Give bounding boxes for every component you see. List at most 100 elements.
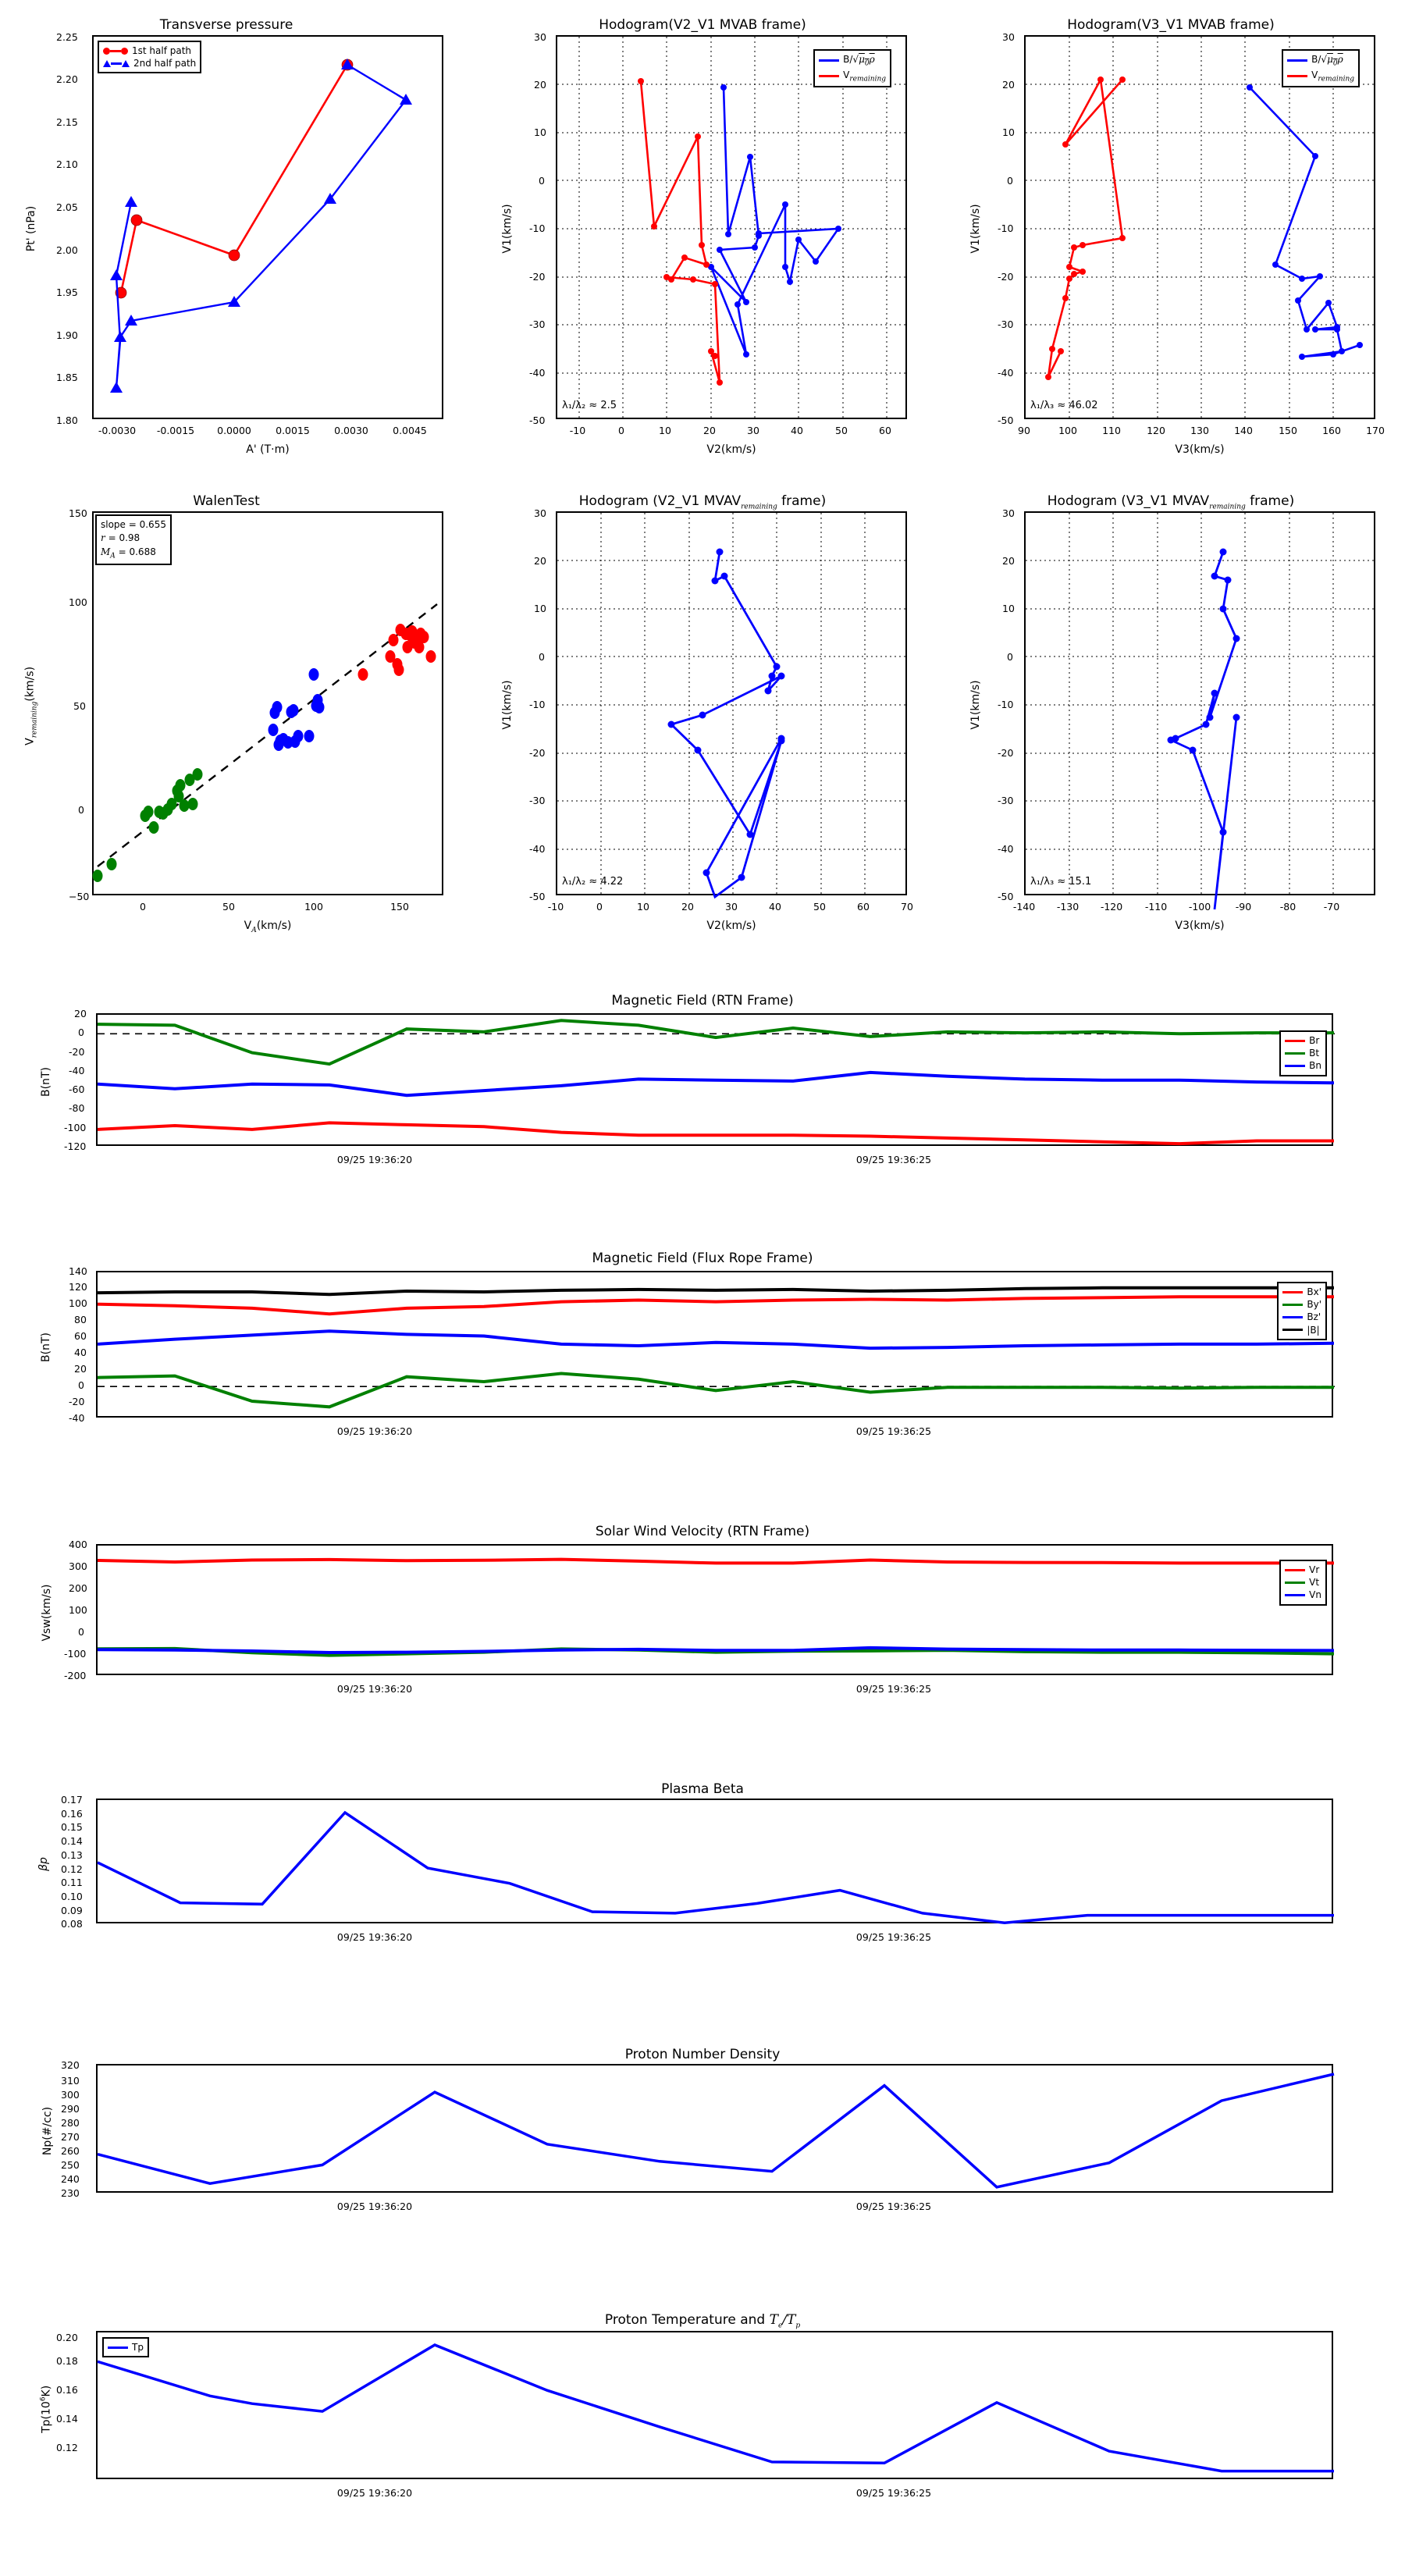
legend-label: Vn — [1309, 1589, 1321, 1601]
ytick: 270 — [61, 2131, 80, 2143]
vsw-rtn-svg — [97, 1557, 1335, 1657]
legend-hodogram-v3v1-mvab[interactable]: B/√μ0ρ Vremaining — [1282, 49, 1360, 88]
xtick: -120 — [1100, 901, 1123, 913]
ytick: 60 — [74, 1330, 87, 1342]
xtick: 120 — [1147, 425, 1165, 436]
xtick: 40 — [791, 425, 803, 436]
ytick: 300 — [69, 1560, 87, 1572]
ytick: 260 — [61, 2145, 80, 2157]
legend-transverse-pressure[interactable]: 1st half path 2nd half path — [98, 41, 202, 74]
panel-title: Hodogram(V3_V1 MVAB frame) — [1067, 17, 1275, 33]
ytick: 0 — [539, 651, 545, 663]
ytick: 0.15 — [61, 1821, 83, 1833]
ytick: -40 — [69, 1412, 85, 1424]
panel-proton-temperature: Proton Temperature and Te/Tp Tp 0.12 0.1… — [0, 2311, 1405, 2529]
series-group-green — [92, 768, 203, 882]
xtick: 50 — [835, 425, 848, 436]
series-b-alfven-markers — [1247, 84, 1363, 360]
series-b-alfven — [669, 551, 783, 899]
legend-hodogram-v2v1-mvab[interactable]: B/√μ0ρ Vremaining — [813, 49, 891, 88]
series-b-alfven-markers — [667, 548, 785, 881]
ytick: 40 — [74, 1347, 87, 1358]
ytick: 2.20 — [56, 73, 78, 85]
ytick: 1.95 — [56, 286, 78, 298]
y-axis-label: V1(km/s) — [501, 204, 514, 254]
y-axis-label: B(nT) — [40, 1332, 52, 1362]
panel-title: Solar Wind Velocity (RTN Frame) — [595, 1524, 810, 1539]
ytick: 1.80 — [56, 415, 78, 426]
triangle-marker-icon — [103, 59, 130, 67]
xtick: 130 — [1190, 425, 1209, 436]
legend-b-fluxrope[interactable]: Bx' By' Bz' |B| — [1277, 1282, 1327, 1340]
legend-label: Vremaining — [843, 69, 886, 83]
plot-area: slope = 0.655 r = 0.98 MA = 0.688 — [92, 511, 443, 895]
ytick: 30 — [534, 31, 546, 43]
y-axis-label: V1(km/s) — [501, 680, 514, 730]
x-axis-label: V3(km/s) — [1175, 443, 1225, 456]
series-Np — [97, 2073, 1335, 2189]
ytick: 0.17 — [61, 1794, 83, 1806]
xtick: 09/25 19:36:25 — [855, 2201, 932, 2212]
ytick: -20 — [69, 1396, 85, 1407]
green-line-icon — [1285, 1051, 1306, 1055]
ytick: -50 — [529, 891, 546, 902]
panel-hodogram-v2v1-mvav: Hodogram (V2_V1 MVAVremaining frame) — [468, 476, 937, 937]
xtick: 09/25 19:36:20 — [336, 2201, 413, 2212]
legend-vsw-rtn[interactable]: Vr Vt Vn — [1279, 1560, 1327, 1606]
ytick: 1.90 — [56, 329, 78, 341]
grid-lines — [1026, 37, 1377, 421]
xtick: 0 — [596, 901, 603, 913]
blue-line-icon — [819, 59, 840, 62]
ytick: -200 — [64, 1670, 87, 1681]
ytick: 2.05 — [56, 201, 78, 213]
legend-label: Bx' — [1307, 1286, 1321, 1297]
legend-item-1: Vremaining — [819, 69, 886, 84]
stat-r: r = 0.98 — [101, 532, 140, 544]
xtick: -100 — [1188, 901, 1211, 913]
red-line-icon — [1285, 1039, 1306, 1042]
ytick: 20 — [74, 1363, 87, 1375]
xtick: 100 — [1058, 425, 1077, 436]
ytick: 140 — [69, 1265, 87, 1277]
ytick: -30 — [998, 795, 1014, 806]
ytick: 400 — [69, 1539, 87, 1550]
y-axis-label: V1(km/s) — [969, 204, 982, 254]
legend-item-1: Bt — [1285, 1047, 1321, 1059]
legend-label: Bt — [1309, 1048, 1320, 1059]
ytick: -60 — [69, 1083, 85, 1095]
stat-slope: slope = 0.655 — [101, 519, 166, 530]
xtick: 09/25 19:36:25 — [855, 1154, 932, 1165]
ytick: -120 — [64, 1140, 87, 1152]
hodogram-v2v1-mvav-svg — [557, 513, 909, 899]
plot-area: Bx' By' Bz' |B| — [96, 1271, 1335, 1418]
legend-label: By' — [1307, 1299, 1321, 1311]
panel-title: Magnetic Field (RTN Frame) — [611, 993, 794, 1009]
series-1st-half-markers — [115, 59, 354, 299]
ytick: 0.09 — [61, 1905, 83, 1916]
xtick: 20 — [681, 901, 694, 913]
series-b-alfven-markers — [1167, 548, 1240, 836]
legend-item-1: 2nd half path — [103, 57, 196, 69]
panel-title: WalenTest — [193, 493, 260, 509]
eigenvalue-ratio-annotation: λ₁/λ₃ ≈ 15.1 — [1030, 876, 1092, 888]
panel-magnetic-field-rtn: Magnetic Field (RTN Frame) Br Bt Bn -120… — [0, 991, 1405, 1194]
ytick: 100 — [69, 596, 87, 608]
legend-label: B/√μ0ρ — [1311, 54, 1343, 68]
ytick: 0.12 — [56, 2442, 78, 2453]
panel-hodogram-v2v1-mvab: Hodogram(V2_V1 MVAB frame) — [468, 0, 937, 461]
xtick: 110 — [1102, 425, 1121, 436]
xtick: 09/25 19:36:20 — [336, 1425, 413, 1437]
legend-proton-temperature[interactable]: Tp — [102, 2337, 149, 2358]
legend-label: 2nd half path — [133, 58, 197, 69]
red-line-icon — [1287, 74, 1308, 77]
panel-hodogram-v3v1-mvav: Hodogram (V3_V1 MVAVremaining frame) — [937, 476, 1405, 937]
y-axis-label: B(nT) — [40, 1067, 52, 1097]
panel-title: Proton Number Density — [624, 2047, 781, 2062]
panel-plasma-beta: Plasma Beta 0.08 0.09 0.10 0.11 0.12 0.1… — [0, 1780, 1405, 1983]
grid-lines — [1026, 513, 1377, 897]
xtick: 10 — [659, 425, 671, 436]
walen-test-svg — [92, 603, 438, 882]
legend-b-rtn[interactable]: Br Bt Bn — [1279, 1030, 1327, 1076]
xtick: 30 — [725, 901, 738, 913]
stats-box: slope = 0.655 r = 0.98 MA = 0.688 — [95, 514, 172, 566]
